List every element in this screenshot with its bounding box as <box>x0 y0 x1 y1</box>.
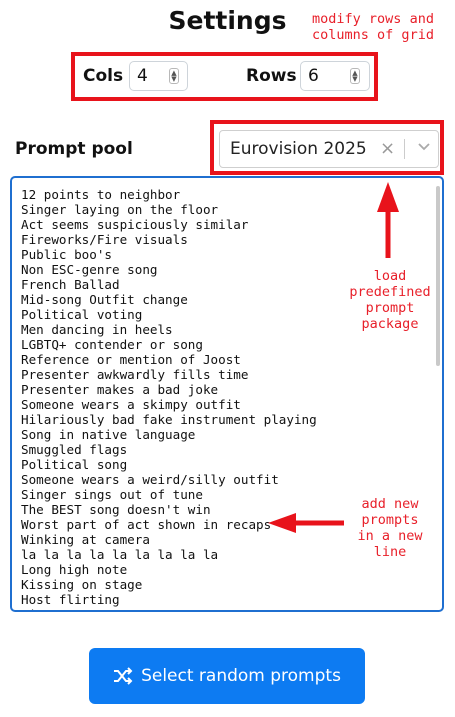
arrow-left-annotation <box>266 511 346 535</box>
cols-value: 4 <box>137 66 148 86</box>
prompt-line: Non ESC-genre song <box>21 262 317 277</box>
prompt-line: Act seems suspiciously similar <box>21 217 317 232</box>
prompt-line: Political song <box>21 457 317 472</box>
prompt-line: Political voting <box>21 307 317 322</box>
prompt-pool-label: Prompt pool <box>15 139 133 159</box>
prompt-line: Mid-song Outfit change <box>21 292 317 307</box>
prompt-line: Singer laying on the floor <box>21 202 317 217</box>
prompts-text: 12 points to neighbor Singer laying on th… <box>21 187 317 612</box>
prompt-package-select[interactable]: Eurovision 2025 × <box>219 130 439 168</box>
cols-input[interactable]: 4 ▲ ▼ <box>129 61 188 91</box>
annotation-newline: add new prompts in a new line <box>350 496 430 560</box>
prompt-line: la la la la la la la la la <box>21 547 317 562</box>
prompt-line: Presenter makes a bad joke <box>21 382 317 397</box>
rows-value: 6 <box>308 66 319 86</box>
prompt-line: Presenter awkwardly fills time <box>21 367 317 382</box>
cols-label: Cols <box>83 66 123 86</box>
cols-stepper-icon[interactable]: ▲ ▼ <box>169 68 179 84</box>
select-random-label: Select random prompts <box>141 666 341 686</box>
clear-icon[interactable]: × <box>380 138 395 159</box>
prompt-line: Kissing on stage <box>21 577 317 592</box>
prompt-line: Mi <box>21 607 317 612</box>
annotation-grid: modify rows and columns of grid <box>298 11 448 43</box>
prompt-line: Hilariously bad fake instrument playing <box>21 412 317 427</box>
prompt-line: Someone wears a skimpy outfit <box>21 397 317 412</box>
prompt-line: French Ballad <box>21 277 317 292</box>
rows-stepper-icon[interactable]: ▲ ▼ <box>350 68 360 84</box>
prompt-line: Fireworks/Fire visuals <box>21 232 317 247</box>
prompt-line: Long high note <box>21 562 317 577</box>
select-separator <box>404 139 405 159</box>
prompt-line: Smuggled flags <box>21 442 317 457</box>
prompt-line: Host flirting <box>21 592 317 607</box>
select-random-button[interactable]: Select random prompts <box>89 648 365 704</box>
prompt-line: Reference or mention of Joost <box>21 352 317 367</box>
prompt-line: Men dancing in heels <box>21 322 317 337</box>
prompt-line: 12 points to neighbor <box>21 187 317 202</box>
annotation-package: load predefined prompt package <box>340 268 440 332</box>
chevron-down-icon[interactable] <box>417 142 431 152</box>
rows-input[interactable]: 6 ▲ ▼ <box>300 61 370 91</box>
prompt-line: Public boo's <box>21 247 317 262</box>
rows-label: Rows <box>246 66 297 86</box>
prompt-line: LGBTQ+ contender or song <box>21 337 317 352</box>
prompt-line: Singer sings out of tune <box>21 487 317 502</box>
prompt-line: Song in native language <box>21 427 317 442</box>
shuffle-icon <box>113 667 133 685</box>
selected-package: Eurovision 2025 <box>230 139 367 159</box>
prompt-line: Someone wears a weird/silly outfit <box>21 472 317 487</box>
arrow-up-annotation <box>373 180 403 260</box>
